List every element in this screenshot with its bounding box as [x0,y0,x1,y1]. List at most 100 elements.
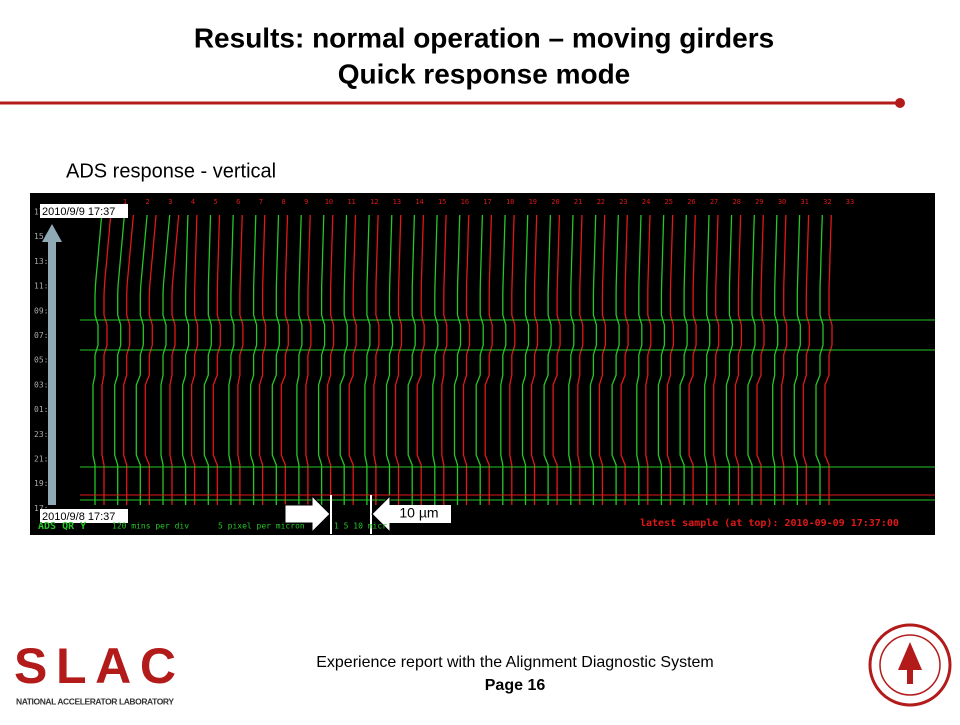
time-label: 05: [34,356,48,365]
time-arrow-head [42,224,62,242]
title-line: Quick response mode [338,58,631,89]
status-mode: ADS QR Y [38,521,86,532]
logo-subtitle: NATIONAL ACCELERATOR LABORATORY [16,696,174,706]
trace [339,214,348,505]
channel-label: 10 [325,198,333,206]
trace [688,214,697,505]
trace [237,214,244,505]
trace [636,214,643,505]
channel-label: 11 [347,198,355,206]
trace [568,214,575,505]
trace [713,214,720,505]
seal-trunk [907,670,913,684]
title-line: Results: normal operation – moving girde… [194,22,774,53]
trace [114,214,126,505]
trace [704,214,711,505]
trace [657,214,666,505]
channel-label: 23 [619,198,627,206]
channel-label: 31 [800,198,808,206]
channel-label: 24 [642,198,650,206]
trace [815,214,824,505]
trace [212,214,221,505]
channel-label: 3 [168,198,172,206]
trace [666,214,675,505]
trace [385,214,394,505]
trace [203,214,212,505]
trace [92,214,103,505]
status-scale-ticks: 1 5 10 micr [334,522,387,531]
channel-label: 21 [574,198,582,206]
channel-label: 17 [483,198,491,206]
time-label: 15: [34,232,48,241]
channel-label: 12 [370,198,378,206]
trace [747,214,756,505]
channel-label: 28 [733,198,741,206]
trace [802,214,810,505]
channel-label: 18 [506,198,514,206]
trace [484,214,493,505]
time-label: 17: [34,504,48,513]
channel-label: 25 [665,198,673,206]
trace [509,214,516,505]
channel-label: 30 [778,198,786,206]
trace [144,214,157,505]
channel-label: 1 [123,198,127,206]
channel-label: 20 [551,198,559,206]
trace [190,214,199,505]
trace [793,214,801,505]
trace [394,214,403,505]
trace [543,214,552,505]
trace [305,214,312,505]
channel-label: 13 [393,198,401,206]
time-label: 23: [34,430,48,439]
trace [373,214,380,505]
trace [441,214,448,505]
channel-label: 2 [146,198,150,206]
trace [326,214,335,505]
footer-report: Experience report with the Alignment Dia… [316,654,714,671]
trace [296,214,303,505]
time-label: 21: [34,455,48,464]
channel-label: 16 [461,198,469,206]
trace [407,214,416,505]
trace [249,214,258,505]
trace [521,214,530,505]
trace [271,214,280,505]
trace [500,214,507,505]
channel-label: 32 [823,198,831,206]
time-label: 13: [34,257,48,266]
trace [432,214,439,505]
trace [772,214,779,505]
channel-label: 26 [687,198,695,206]
plot-labels: 1 2 3 4 5 6 7 8 9 10 11 12 13 14 15 16 17 18 19 20 21 22 23 24 2… [34,198,854,513]
trace [228,214,235,505]
channel-label: 4 [191,198,195,206]
trace [181,214,190,505]
channel-label: 33 [846,198,854,206]
trace [317,214,326,505]
channel-label: 15 [438,198,446,206]
trace [258,214,267,505]
time-label: 01: [34,405,48,414]
trace [280,214,289,505]
trace [160,214,171,505]
channel-label: 5 [214,198,218,206]
status-time-scale: 120 mins per div [112,522,189,531]
trace [169,214,180,505]
time-label: 07: [34,331,48,340]
channel-label: 29 [755,198,763,206]
time-label: 11: [34,282,48,291]
trace [611,214,620,505]
scale-arrow [284,494,331,534]
footer-page: Page 16 [485,677,546,694]
time-label: 09: [34,306,48,315]
channel-label: 27 [710,198,718,206]
channel-label: 8 [281,198,285,206]
trace [645,214,652,505]
trace [679,214,688,505]
trace [824,214,833,505]
traces [80,214,935,505]
time-label: 19: [34,479,48,488]
trace [756,214,765,505]
